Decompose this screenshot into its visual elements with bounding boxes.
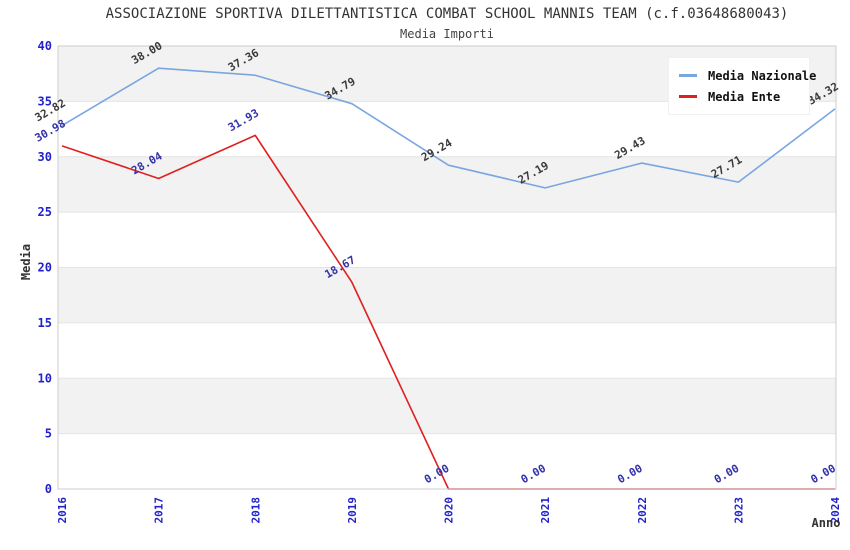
x-axis-tick-label: 2023 <box>732 497 745 524</box>
y-axis-tick-label: 35 <box>38 94 52 108</box>
x-axis-tick-label: 2017 <box>153 497 166 524</box>
legend-swatch-line <box>679 74 697 77</box>
data-point-label: 0.00 <box>615 462 644 487</box>
x-axis-tick-label: 2021 <box>539 497 552 524</box>
y-axis-tick-label: 10 <box>38 371 52 385</box>
x-axis-tick-label: 2019 <box>346 497 359 524</box>
data-point-label: 0.00 <box>712 462 741 487</box>
legend-item: Media Nazionale <box>679 65 816 86</box>
legend-swatch-line <box>679 95 697 98</box>
x-axis-tick-label: 2018 <box>249 497 262 524</box>
x-axis-title: Anno <box>812 516 841 530</box>
data-point-label: 0.00 <box>422 462 451 487</box>
x-axis-tick-label: 2024 <box>829 497 842 524</box>
data-point-label: 31.93 <box>226 106 261 134</box>
y-axis-tick-label: 25 <box>38 205 52 219</box>
y-axis-tick-label: 20 <box>38 261 52 275</box>
chart-legend: Media Nazionale Media Ente <box>668 57 816 115</box>
data-point-label: 0.00 <box>809 462 838 487</box>
y-axis-tick-label: 30 <box>38 150 52 164</box>
chart-subtitle: Media Importi <box>400 27 494 41</box>
x-axis-tick-label: 2022 <box>636 497 649 524</box>
y-axis-tick-label: 15 <box>38 316 52 330</box>
y-axis-tick-label: 5 <box>45 427 52 441</box>
series-line-media-nazionale <box>61 67 836 189</box>
plot-band <box>58 378 836 434</box>
x-axis-tick-label: 2016 <box>56 497 69 524</box>
x-axis-tick-label: 2020 <box>443 497 456 524</box>
data-point-label: 0.00 <box>519 462 548 487</box>
plot-border <box>57 45 837 490</box>
plot-band <box>58 267 836 323</box>
legend-item: Media Ente <box>679 86 801 107</box>
legend-item-label: Media Ente <box>708 89 781 104</box>
legend-item-label: Media Nazionale <box>708 68 817 83</box>
y-axis-tick-label: 0 <box>45 482 52 496</box>
y-axis-title: Media <box>19 244 33 280</box>
y-axis-tick-label: 40 <box>38 39 52 53</box>
chart-title: ASSOCIAZIONE SPORTIVA DILETTANTISTICA CO… <box>105 6 789 22</box>
